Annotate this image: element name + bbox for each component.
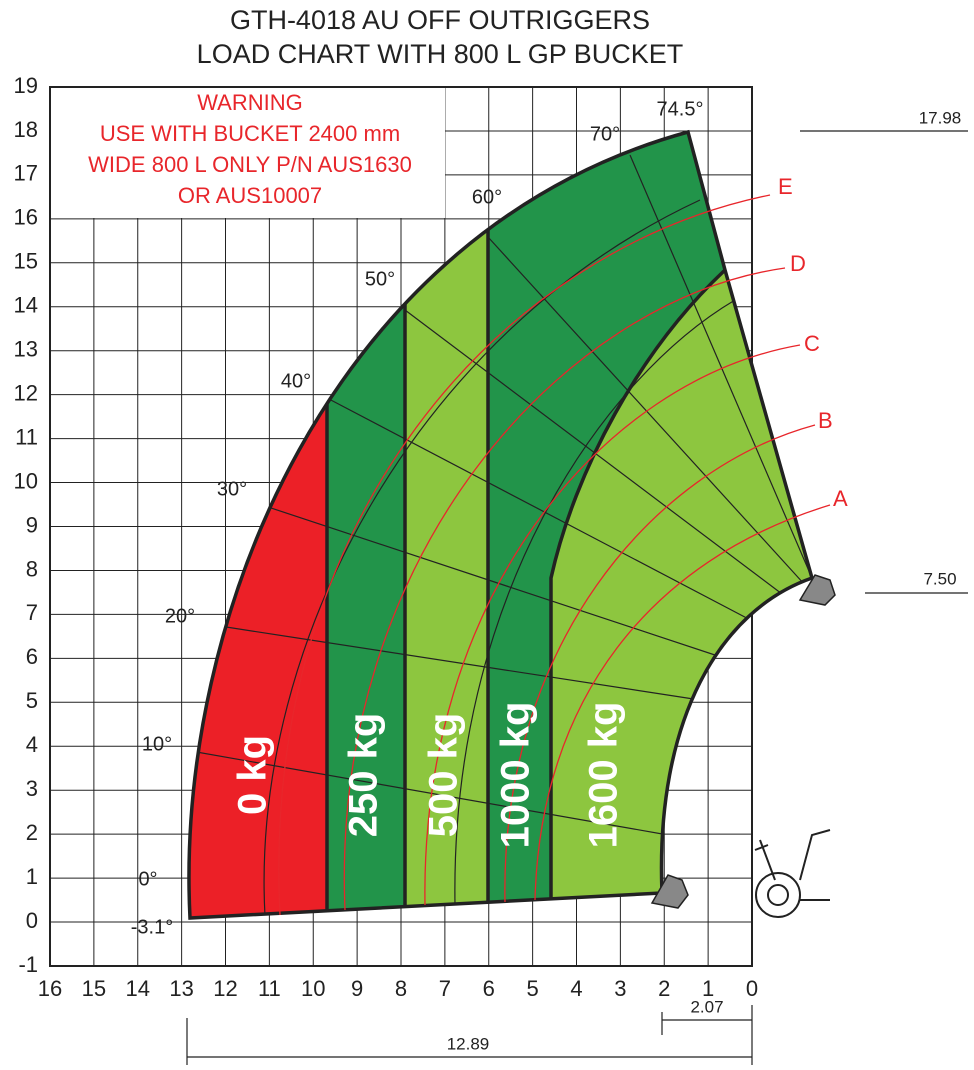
- angle-label: 30°: [217, 478, 247, 500]
- y-tick-label: 2: [26, 820, 38, 845]
- warning-box: [51, 88, 445, 218]
- bucket-icons: [650, 574, 836, 909]
- y-tick-label: -1: [18, 952, 38, 977]
- rays: [189, 154, 813, 917]
- zone-fill: [189, 132, 327, 918]
- x-tick-label: 3: [614, 976, 626, 1001]
- y-tick-label: 6: [26, 644, 38, 669]
- y-tick-label: 16: [14, 205, 38, 230]
- y-tick-label: 17: [14, 161, 38, 186]
- y-tick-label: 10: [14, 468, 38, 493]
- chart-title: GTH-4018 AU OFF OUTRIGGERS: [230, 5, 650, 35]
- range-curves: [278, 194, 831, 916]
- zone-fill: [551, 270, 813, 918]
- zone-label: 1600 kg: [582, 702, 626, 849]
- y-tick-label: 8: [26, 556, 38, 581]
- y-tick-label: 3: [26, 776, 38, 801]
- y-tick-label: 9: [26, 512, 38, 537]
- angle-label: 40°: [281, 370, 311, 392]
- x-tick-label: 13: [169, 976, 193, 1001]
- y-tick-label: 0: [26, 908, 38, 933]
- y-tick-label: 1: [26, 864, 38, 889]
- x-tick-label: 1: [702, 976, 714, 1001]
- y-tick-label: 13: [14, 337, 38, 362]
- dimension-label: 12.89: [447, 1034, 490, 1053]
- angle-label: 10°: [142, 733, 172, 755]
- x-tick-label: 8: [395, 976, 407, 1001]
- warning-text: OR AUS10007: [178, 183, 322, 208]
- x-tick-label: 9: [351, 976, 363, 1001]
- curve-label: A: [833, 486, 848, 511]
- dimension-lines: [186, 130, 968, 1065]
- angle-label: 60°: [472, 186, 502, 208]
- angle-label: 20°: [165, 605, 195, 627]
- angle-label: 74.5°: [657, 98, 704, 120]
- x-tick-label: 16: [38, 976, 62, 1001]
- warning-text: WARNING: [197, 90, 303, 115]
- y-tick-label: 5: [26, 688, 38, 713]
- angle-label: 70°: [590, 123, 620, 145]
- y-tick-label: 12: [14, 380, 38, 405]
- x-tick-label: 7: [439, 976, 451, 1001]
- y-tick-label: 18: [14, 117, 38, 142]
- zone-label: 500 kg: [422, 713, 466, 838]
- y-tick-label: 11: [15, 424, 38, 449]
- x-tick-label: 15: [82, 976, 106, 1001]
- x-tick-label: 6: [483, 976, 495, 1001]
- curve-label: E: [778, 174, 793, 199]
- x-tick-label: 11: [258, 976, 281, 1001]
- x-tick-label: 4: [570, 976, 582, 1001]
- y-tick-label: 15: [14, 249, 38, 274]
- zone-label: 1000 kg: [494, 702, 538, 849]
- angle-label: -3.1°: [131, 916, 173, 938]
- x-tick-label: 12: [213, 976, 237, 1001]
- dimension-label: 17.98: [919, 108, 962, 127]
- angle-label: 0°: [138, 868, 157, 890]
- curve-label: D: [790, 251, 806, 276]
- y-tick-label: 14: [14, 293, 38, 318]
- y-tick-label: 7: [26, 600, 38, 625]
- x-tick-label: 0: [746, 976, 758, 1001]
- dimension-label: 7.50: [923, 569, 956, 588]
- zone-label: 0 kg: [231, 735, 275, 815]
- x-tick-label: 5: [527, 976, 539, 1001]
- warning-text: WIDE 800 L ONLY P/N AUS1630: [88, 152, 412, 177]
- warning-text: USE WITH BUCKET 2400 mm: [100, 121, 400, 146]
- labels: 16 15 14 13 12 11 10 9 8 7 6 5 4 3 2 1 0-101234567891011…: [14, 5, 962, 1053]
- x-tick-label: 10: [301, 976, 325, 1001]
- x-tick-label: 2: [658, 976, 670, 1001]
- dimension-label: 2.07: [690, 997, 723, 1016]
- zone-label: 250 kg: [342, 713, 386, 838]
- y-tick-label: 4: [26, 732, 38, 757]
- chart-title: LOAD CHART WITH 800 L GP BUCKET: [197, 39, 684, 69]
- curve-label: B: [818, 408, 833, 433]
- envelope: [187, 129, 815, 920]
- x-tick-label: 14: [126, 976, 150, 1001]
- curve-label: C: [804, 331, 820, 356]
- machine-icon: [754, 829, 831, 918]
- y-tick-label: 19: [14, 73, 38, 98]
- angle-label: 50°: [365, 268, 395, 290]
